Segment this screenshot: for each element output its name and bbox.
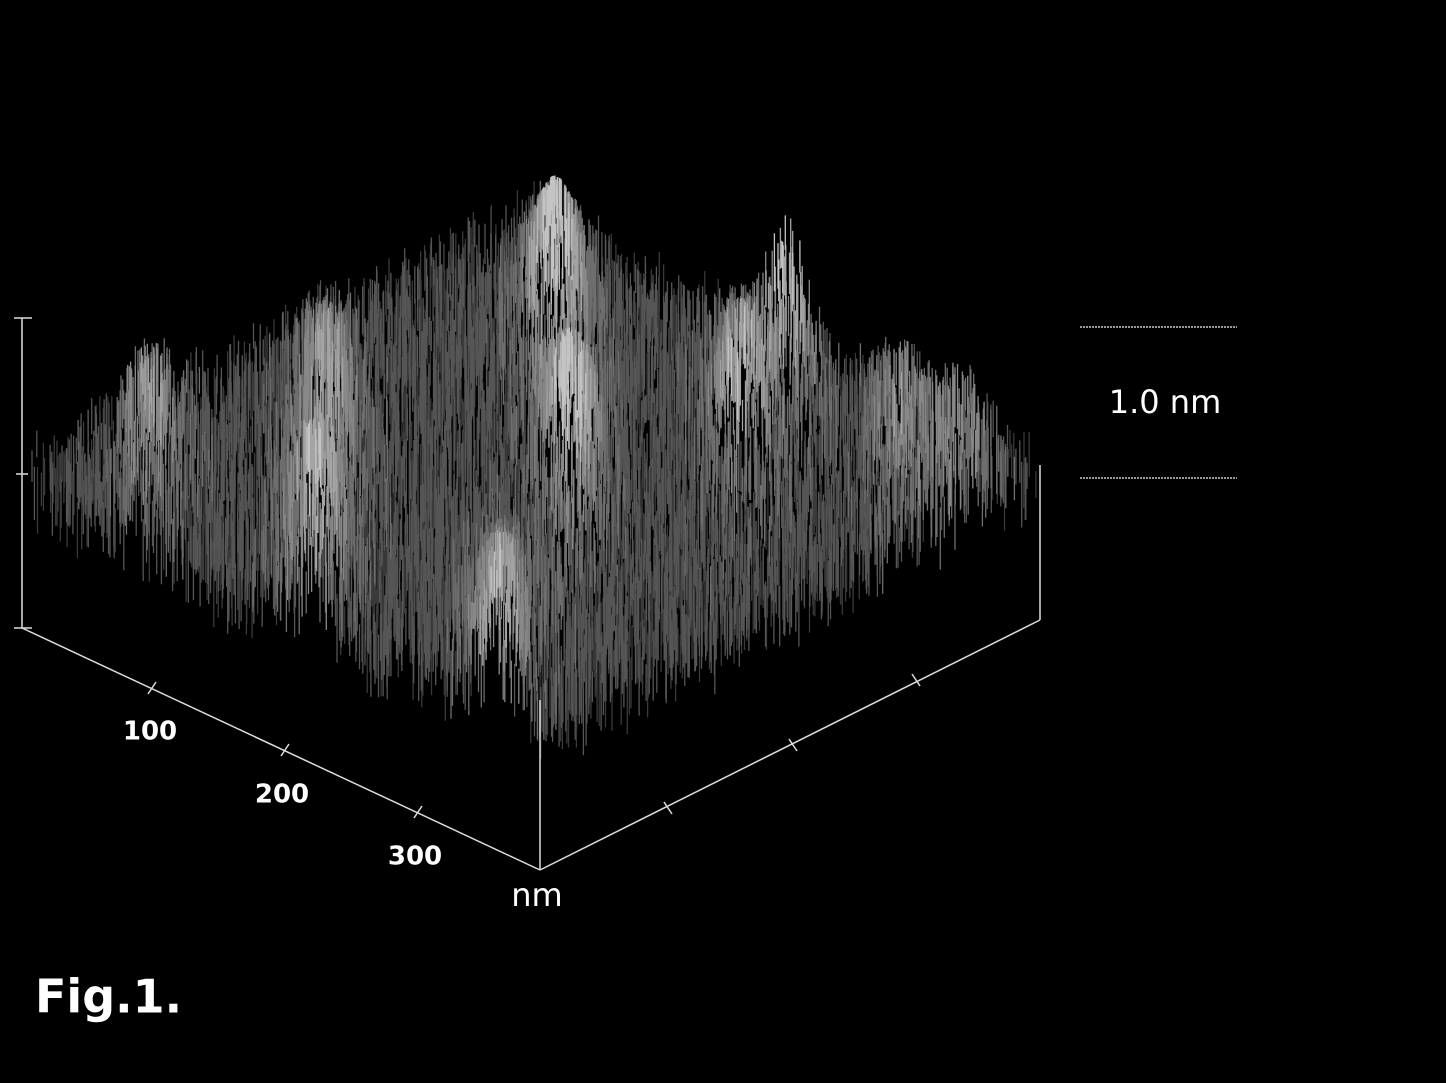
scale-bar-label: 1.0 nm bbox=[1109, 383, 1222, 421]
x-tick-label: 200 bbox=[255, 780, 309, 810]
figure: 100 200 300 nm 1.0 nm Fig.1. bbox=[0, 0, 1446, 1083]
figure-caption: Fig.1. bbox=[35, 970, 182, 1024]
x-tick-label: 100 bbox=[123, 717, 177, 747]
x-tick-label: 300 bbox=[388, 842, 442, 872]
axis-unit: nm bbox=[511, 876, 562, 914]
